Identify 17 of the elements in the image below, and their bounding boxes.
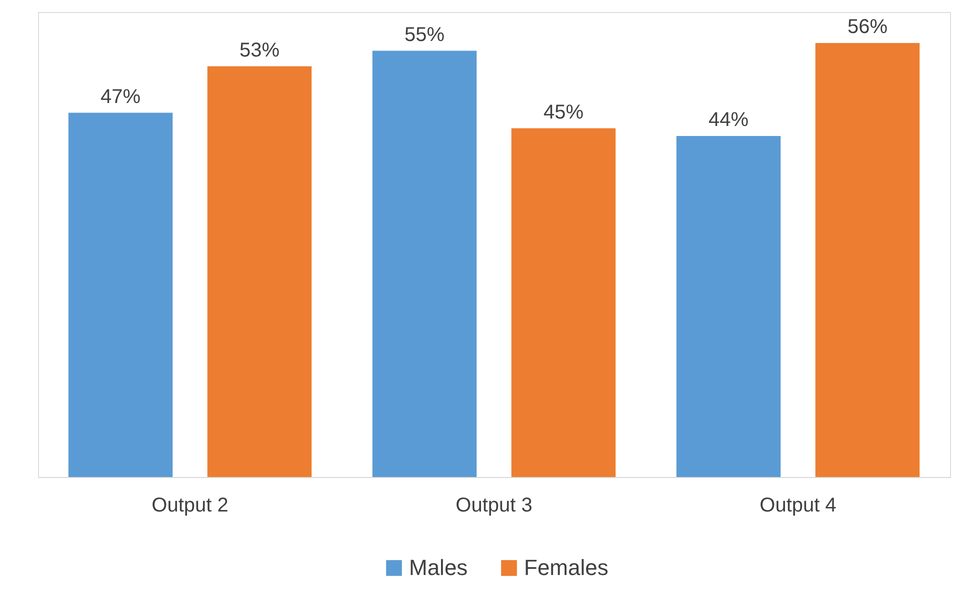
data-label: 53%: [239, 39, 280, 62]
bar: [372, 50, 477, 477]
legend-label: Females: [524, 555, 608, 580]
bar: [815, 43, 920, 477]
x-tick-label: Output 4: [760, 494, 836, 516]
legend-label: Males: [409, 555, 468, 580]
x-tick-label: Output 2: [152, 494, 228, 516]
bar: [511, 128, 616, 477]
data-label: 47%: [100, 86, 141, 108]
bar: [676, 136, 781, 477]
bar: [68, 112, 173, 477]
data-label: 45%: [543, 101, 584, 124]
data-label: 55%: [404, 24, 445, 46]
data-label: 44%: [708, 109, 749, 131]
data-label: 56%: [847, 16, 888, 38]
x-tick-label: Output 3: [456, 494, 532, 516]
bar: [207, 66, 312, 477]
